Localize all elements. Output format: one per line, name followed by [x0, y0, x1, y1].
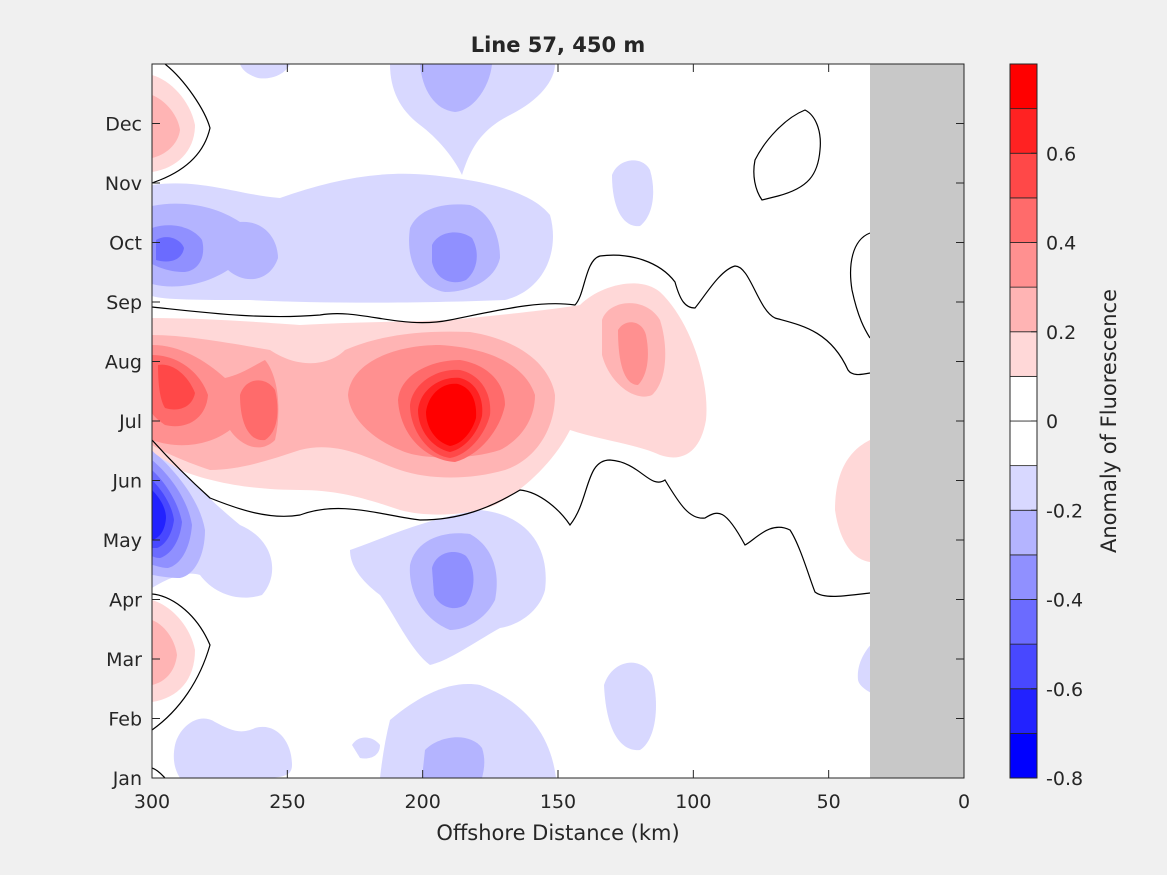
colorbar-level	[1009, 375, 1038, 422]
band-level-minus-0.1	[173, 718, 292, 778]
colorbar-level	[1009, 688, 1038, 734]
x-tick-label: 50	[817, 791, 841, 813]
band-level-minus-0.4	[156, 237, 184, 262]
band-level-plus-0.7	[426, 383, 477, 446]
y-tick-label: Aug	[105, 352, 142, 374]
colorbar-level	[1009, 152, 1038, 199]
y-axis: Jan Feb Mar Apr May Jun Jul Aug Sep Oct Nov Dec	[103, 114, 964, 790]
y-tick-label: Apr	[109, 590, 142, 612]
colorbar-level	[1009, 643, 1038, 690]
colorbar-level	[1009, 599, 1038, 645]
band-level-plus-0.4	[240, 380, 278, 441]
colorbar-level	[1009, 554, 1038, 600]
colorbar-level	[1009, 197, 1038, 243]
y-tick-label: Feb	[108, 709, 142, 731]
band-level-minus-0.1	[240, 64, 290, 79]
x-axis-label: Offshore Distance (km)	[436, 821, 679, 845]
zero-contour-line	[152, 767, 166, 778]
y-tick-label: Mar	[106, 649, 142, 671]
band-level-minus-0.1	[380, 684, 556, 778]
band-level-minus-0.2	[422, 737, 485, 778]
y-tick-label: Oct	[109, 233, 142, 255]
x-tick-label: 150	[540, 791, 576, 813]
band-level-plus-0.5	[158, 364, 195, 410]
band-level-minus-0.3	[432, 232, 477, 283]
edge-positive-patches	[152, 75, 870, 702]
colorbar-tick-label: -0.4	[1046, 590, 1083, 612]
y-tick-label: Jul	[118, 411, 142, 433]
colorbar-level	[1009, 63, 1038, 110]
y-tick-label: Nov	[105, 173, 142, 195]
y-tick-label: Dec	[105, 114, 142, 136]
colorbar-tick-label: -0.2	[1046, 500, 1083, 522]
y-tick-label: May	[103, 530, 142, 552]
x-tick-label: 100	[675, 791, 711, 813]
contour-layer	[152, 64, 964, 778]
colorbar-level	[1009, 108, 1038, 154]
colorbar-level	[1009, 420, 1038, 467]
x-tick-label: 300	[134, 791, 170, 813]
colorbar	[1009, 63, 1038, 779]
y-tick-label: Jun	[111, 471, 142, 493]
zero-contours	[152, 64, 871, 778]
colorbar-tick-label: 0.4	[1046, 233, 1076, 255]
band-level-plus-0.2	[152, 95, 180, 158]
colorbar-level	[1009, 286, 1038, 333]
band-level-minus-0.3	[432, 552, 474, 609]
zero-contour-line	[152, 439, 871, 597]
zero-contour-line	[849, 232, 871, 339]
colorbar-level	[1009, 732, 1038, 779]
zero-contour-line	[152, 254, 871, 376]
colorbar-level	[1009, 331, 1038, 377]
y-tick-label: Jan	[112, 768, 142, 790]
no-data-land-region	[870, 64, 964, 778]
band-level-plus-0.2	[152, 620, 177, 685]
summer-positive-band	[152, 283, 707, 515]
band-level-plus-0.3	[618, 322, 648, 385]
x-tick-label: 200	[405, 791, 441, 813]
band-level-minus-0.2	[420, 64, 492, 112]
spring-negative-region	[152, 440, 546, 665]
band-level-minus-0.1	[604, 662, 656, 751]
colorbar-level	[1009, 242, 1038, 288]
colorbar-level	[1009, 465, 1038, 511]
y-tick-label: Sep	[106, 292, 142, 314]
x-tick-label: 250	[269, 791, 305, 813]
band-level-minus-0.1	[612, 160, 654, 227]
colorbar-tick-label: 0.2	[1046, 322, 1076, 344]
x-tick-label: 0	[958, 791, 970, 813]
zero-contour-line	[152, 64, 211, 184]
colorbar-ticks: 0.6 0.4 0.2 0 -0.2 -0.4 -0.6 -0.8	[1031, 143, 1083, 790]
x-axis: 300 250 200 150 100 50 0	[134, 64, 970, 813]
colorbar-tick-label: -0.8	[1046, 768, 1083, 790]
autumn-negative-band	[152, 173, 553, 303]
chart-title: Line 57, 450 m	[471, 33, 646, 57]
band-level-minus-0.1	[352, 737, 380, 759]
zero-contour-line	[152, 593, 211, 731]
band-level-plus-0.1	[835, 440, 870, 562]
band-level-minus-0.6	[152, 490, 166, 540]
colorbar-tick-label: -0.6	[1046, 679, 1083, 701]
winter-negative-region	[173, 662, 656, 778]
colorbar-tick-label: 0.6	[1046, 143, 1076, 165]
zero-contour-line	[753, 109, 821, 201]
colorbar-tick-label: 0	[1046, 411, 1058, 433]
colorbar-label: Anomaly of Fluorescence	[1097, 289, 1121, 553]
colorbar-level	[1009, 509, 1038, 556]
